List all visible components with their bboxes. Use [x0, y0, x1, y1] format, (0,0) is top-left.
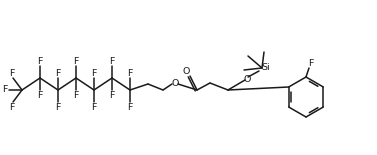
Text: F: F: [2, 86, 8, 95]
Text: F: F: [73, 91, 79, 100]
Text: O: O: [182, 66, 190, 75]
Text: F: F: [37, 57, 43, 66]
Text: F: F: [55, 69, 61, 78]
Text: F: F: [37, 91, 43, 100]
Text: F: F: [9, 102, 15, 111]
Text: Si: Si: [262, 64, 270, 73]
Text: F: F: [55, 102, 61, 111]
Text: F: F: [109, 91, 115, 100]
Text: F: F: [308, 58, 314, 67]
Text: O: O: [171, 80, 179, 89]
Text: F: F: [73, 57, 79, 66]
Text: F: F: [127, 69, 133, 78]
Text: F: F: [109, 57, 115, 66]
Text: F: F: [127, 102, 133, 111]
Text: O: O: [243, 75, 251, 84]
Text: F: F: [91, 69, 97, 78]
Text: F: F: [91, 102, 97, 111]
Text: F: F: [9, 69, 15, 78]
